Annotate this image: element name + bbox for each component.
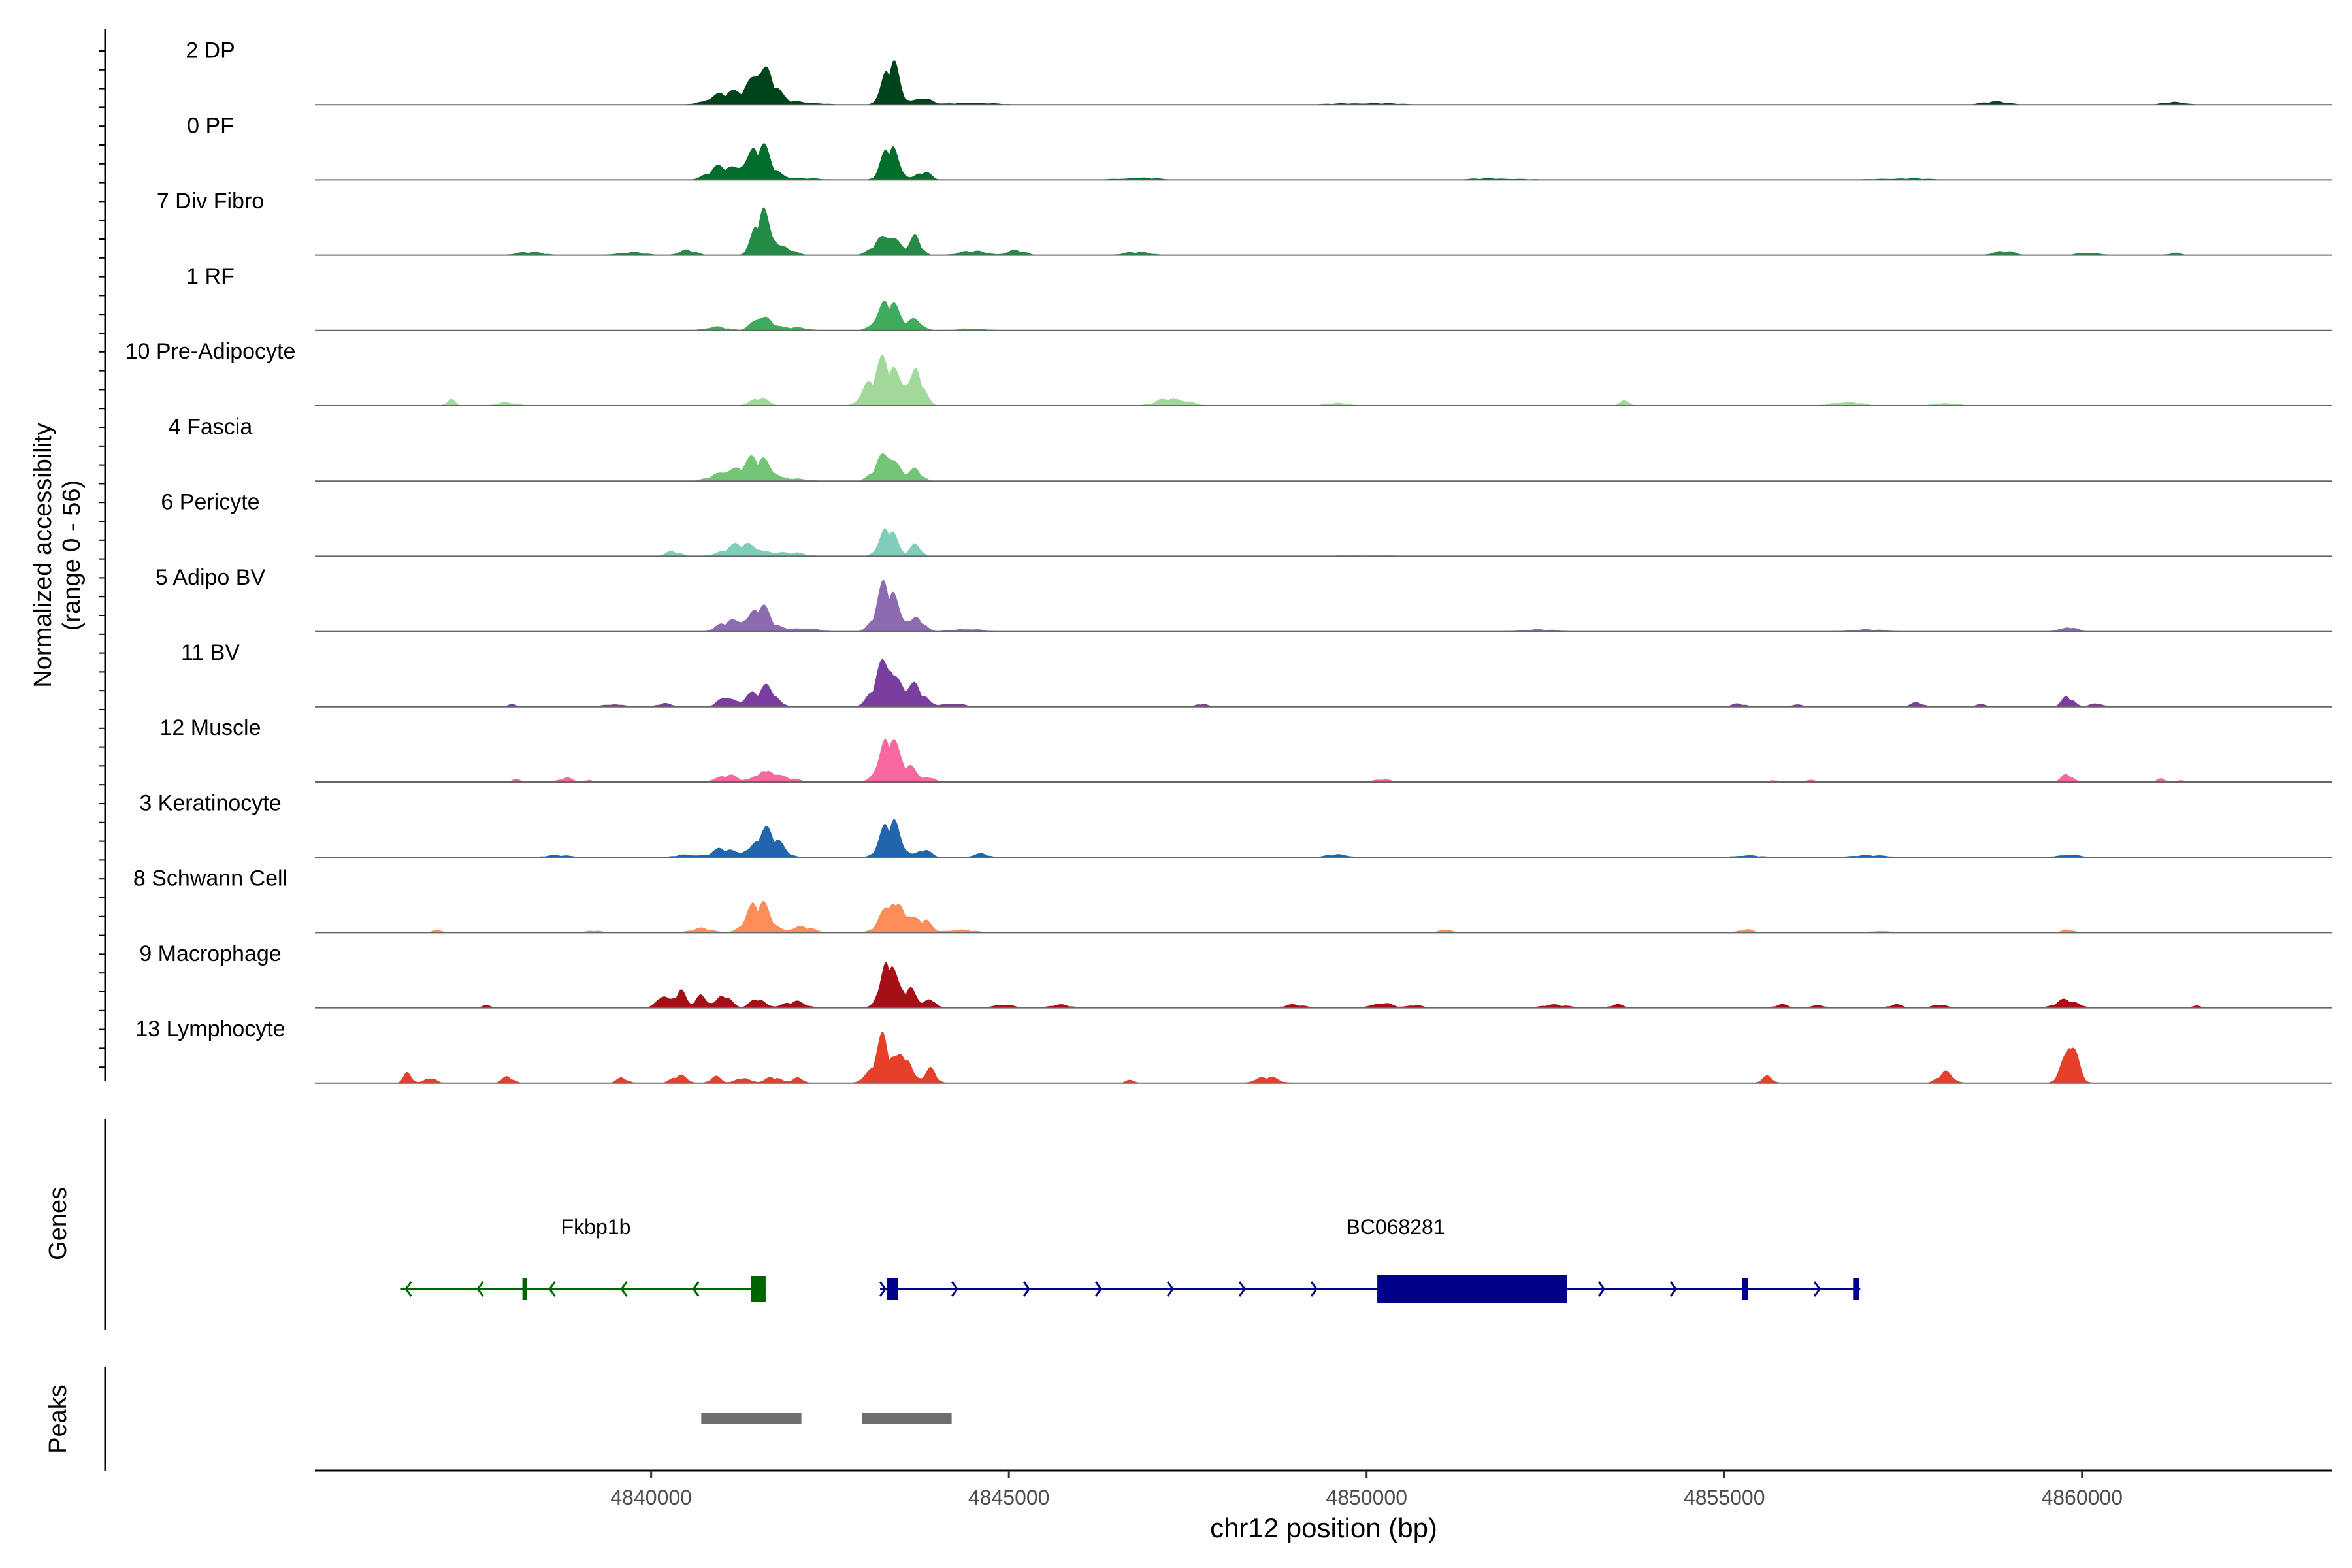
peak-region: [701, 1413, 802, 1424]
track-13-lymphocyte: 13 Lymphocyte: [135, 1017, 2332, 1084]
strand-arrow: [1813, 1281, 1821, 1297]
track-label: 6 Pericyte: [161, 490, 259, 515]
gene-bc068281: BC068281: [879, 1215, 1861, 1303]
x-tick-label: 4850000: [1326, 1486, 1407, 1509]
track-label: 13 Lymphocyte: [135, 1017, 285, 1041]
x-tick-label: 4855000: [1684, 1486, 1765, 1509]
track-label: 8 Schwann Cell: [133, 866, 287, 891]
track-label: 9 Macrophage: [139, 941, 281, 966]
peaks-panel: [701, 1413, 952, 1424]
strand-arrow: [1310, 1281, 1318, 1297]
track-11-bv: 11 BV: [181, 640, 2332, 708]
track-9-macrophage: 9 Macrophage: [139, 941, 2332, 1009]
coverage-panel: 2 DP 0 PF 7 Div Fibro 1 RF 10 Pre-Adipocyte 4…: [125, 38, 2332, 1084]
coverage-area: [336, 60, 2254, 105]
x-tick-label: 4845000: [968, 1486, 1050, 1509]
x-axis-ticks: 4840000 4845000 4850000 4855000 4860000: [610, 1471, 2123, 1509]
coverage-area: [336, 355, 2254, 406]
track-label: 2 DP: [186, 38, 235, 63]
track-8-schwann-cell: 8 Schwann Cell: [133, 866, 2332, 934]
exon: [887, 1278, 898, 1300]
track-label: 4 Fascia: [169, 414, 253, 439]
track-10-pre-adipocyte: 10 Pre-Adipocyte: [125, 339, 2332, 406]
genes-track-label: Genes: [44, 1187, 72, 1260]
track-2-dp: 2 DP: [186, 38, 2332, 106]
strand-arrow: [476, 1281, 484, 1297]
track-0-pf: 0 PF: [187, 114, 2332, 181]
strand-arrow: [548, 1281, 556, 1297]
strand-arrow: [404, 1281, 412, 1297]
coverage-area: [336, 580, 2254, 632]
strand-arrow: [951, 1281, 958, 1297]
x-tick-label: 4860000: [2041, 1486, 2123, 1509]
track-label: 5 Adipo BV: [155, 565, 266, 590]
track-7-div-fibro: 7 Div Fibro: [157, 189, 2332, 256]
track-label: 3 Keratinocyte: [139, 791, 281, 815]
coverage-area: [336, 143, 2254, 180]
track-12-muscle: 12 Muscle: [160, 715, 2332, 783]
track-1-rf: 1 RF: [186, 264, 2332, 331]
exon: [1377, 1275, 1567, 1303]
peaks-track-label: Peaks: [44, 1384, 72, 1454]
strand-arrow: [879, 1281, 887, 1297]
gene-fkbp1b: Fkbp1b: [400, 1215, 766, 1302]
coverage-area: [336, 1031, 2254, 1083]
strand-arrow: [692, 1281, 700, 1297]
strand-arrow: [1238, 1281, 1246, 1297]
track-4-fascia: 4 Fascia: [169, 414, 2332, 482]
exon: [522, 1278, 527, 1300]
y-axis-label-line2: (range 0 - 56): [58, 480, 86, 630]
x-tick-label: 4840000: [610, 1486, 692, 1509]
coverage-area: [336, 207, 2254, 255]
exon: [751, 1276, 766, 1302]
track-label: 7 Div Fibro: [157, 189, 264, 214]
strand-arrow: [1166, 1281, 1174, 1297]
track-label: 10 Pre-Adipocyte: [125, 339, 296, 364]
y-axis-label-line1: Normalized accessibility: [29, 423, 57, 687]
coverage-area: [336, 300, 2254, 331]
strand-arrow: [1094, 1281, 1102, 1297]
coverage-area: [336, 453, 2254, 482]
coverage-area: [336, 900, 2254, 933]
gene-label: Fkbp1b: [561, 1215, 631, 1239]
genes-panel: Fkbp1b BC068281: [400, 1215, 1861, 1303]
coverage-area: [336, 528, 2254, 557]
strand-arrow: [1597, 1281, 1605, 1297]
exon: [1853, 1278, 1859, 1300]
strand-arrow: [1022, 1281, 1030, 1297]
exon: [1742, 1278, 1748, 1300]
track-label: 12 Muscle: [160, 715, 261, 740]
peak-region: [862, 1413, 952, 1424]
coverage-area: [336, 819, 2254, 858]
track-label: 11 BV: [181, 640, 240, 665]
track-6-pericyte: 6 Pericyte: [161, 490, 2332, 557]
coverage-area: [336, 659, 2254, 707]
x-axis-title: chr12 position (bp): [1210, 1512, 1437, 1543]
track-label: 1 RF: [186, 264, 235, 289]
track-5-adipo-bv: 5 Adipo BV: [155, 565, 2332, 632]
strand-arrow: [1669, 1281, 1677, 1297]
coverage-area: [336, 962, 2254, 1008]
track-3-keratinocyte: 3 Keratinocyte: [139, 791, 2332, 858]
coverage-area: [336, 738, 2254, 782]
coverage-y-axis-ticks: [99, 50, 105, 1068]
strand-arrow: [620, 1281, 628, 1297]
gene-label: BC068281: [1346, 1215, 1445, 1239]
track-label: 0 PF: [187, 114, 234, 139]
